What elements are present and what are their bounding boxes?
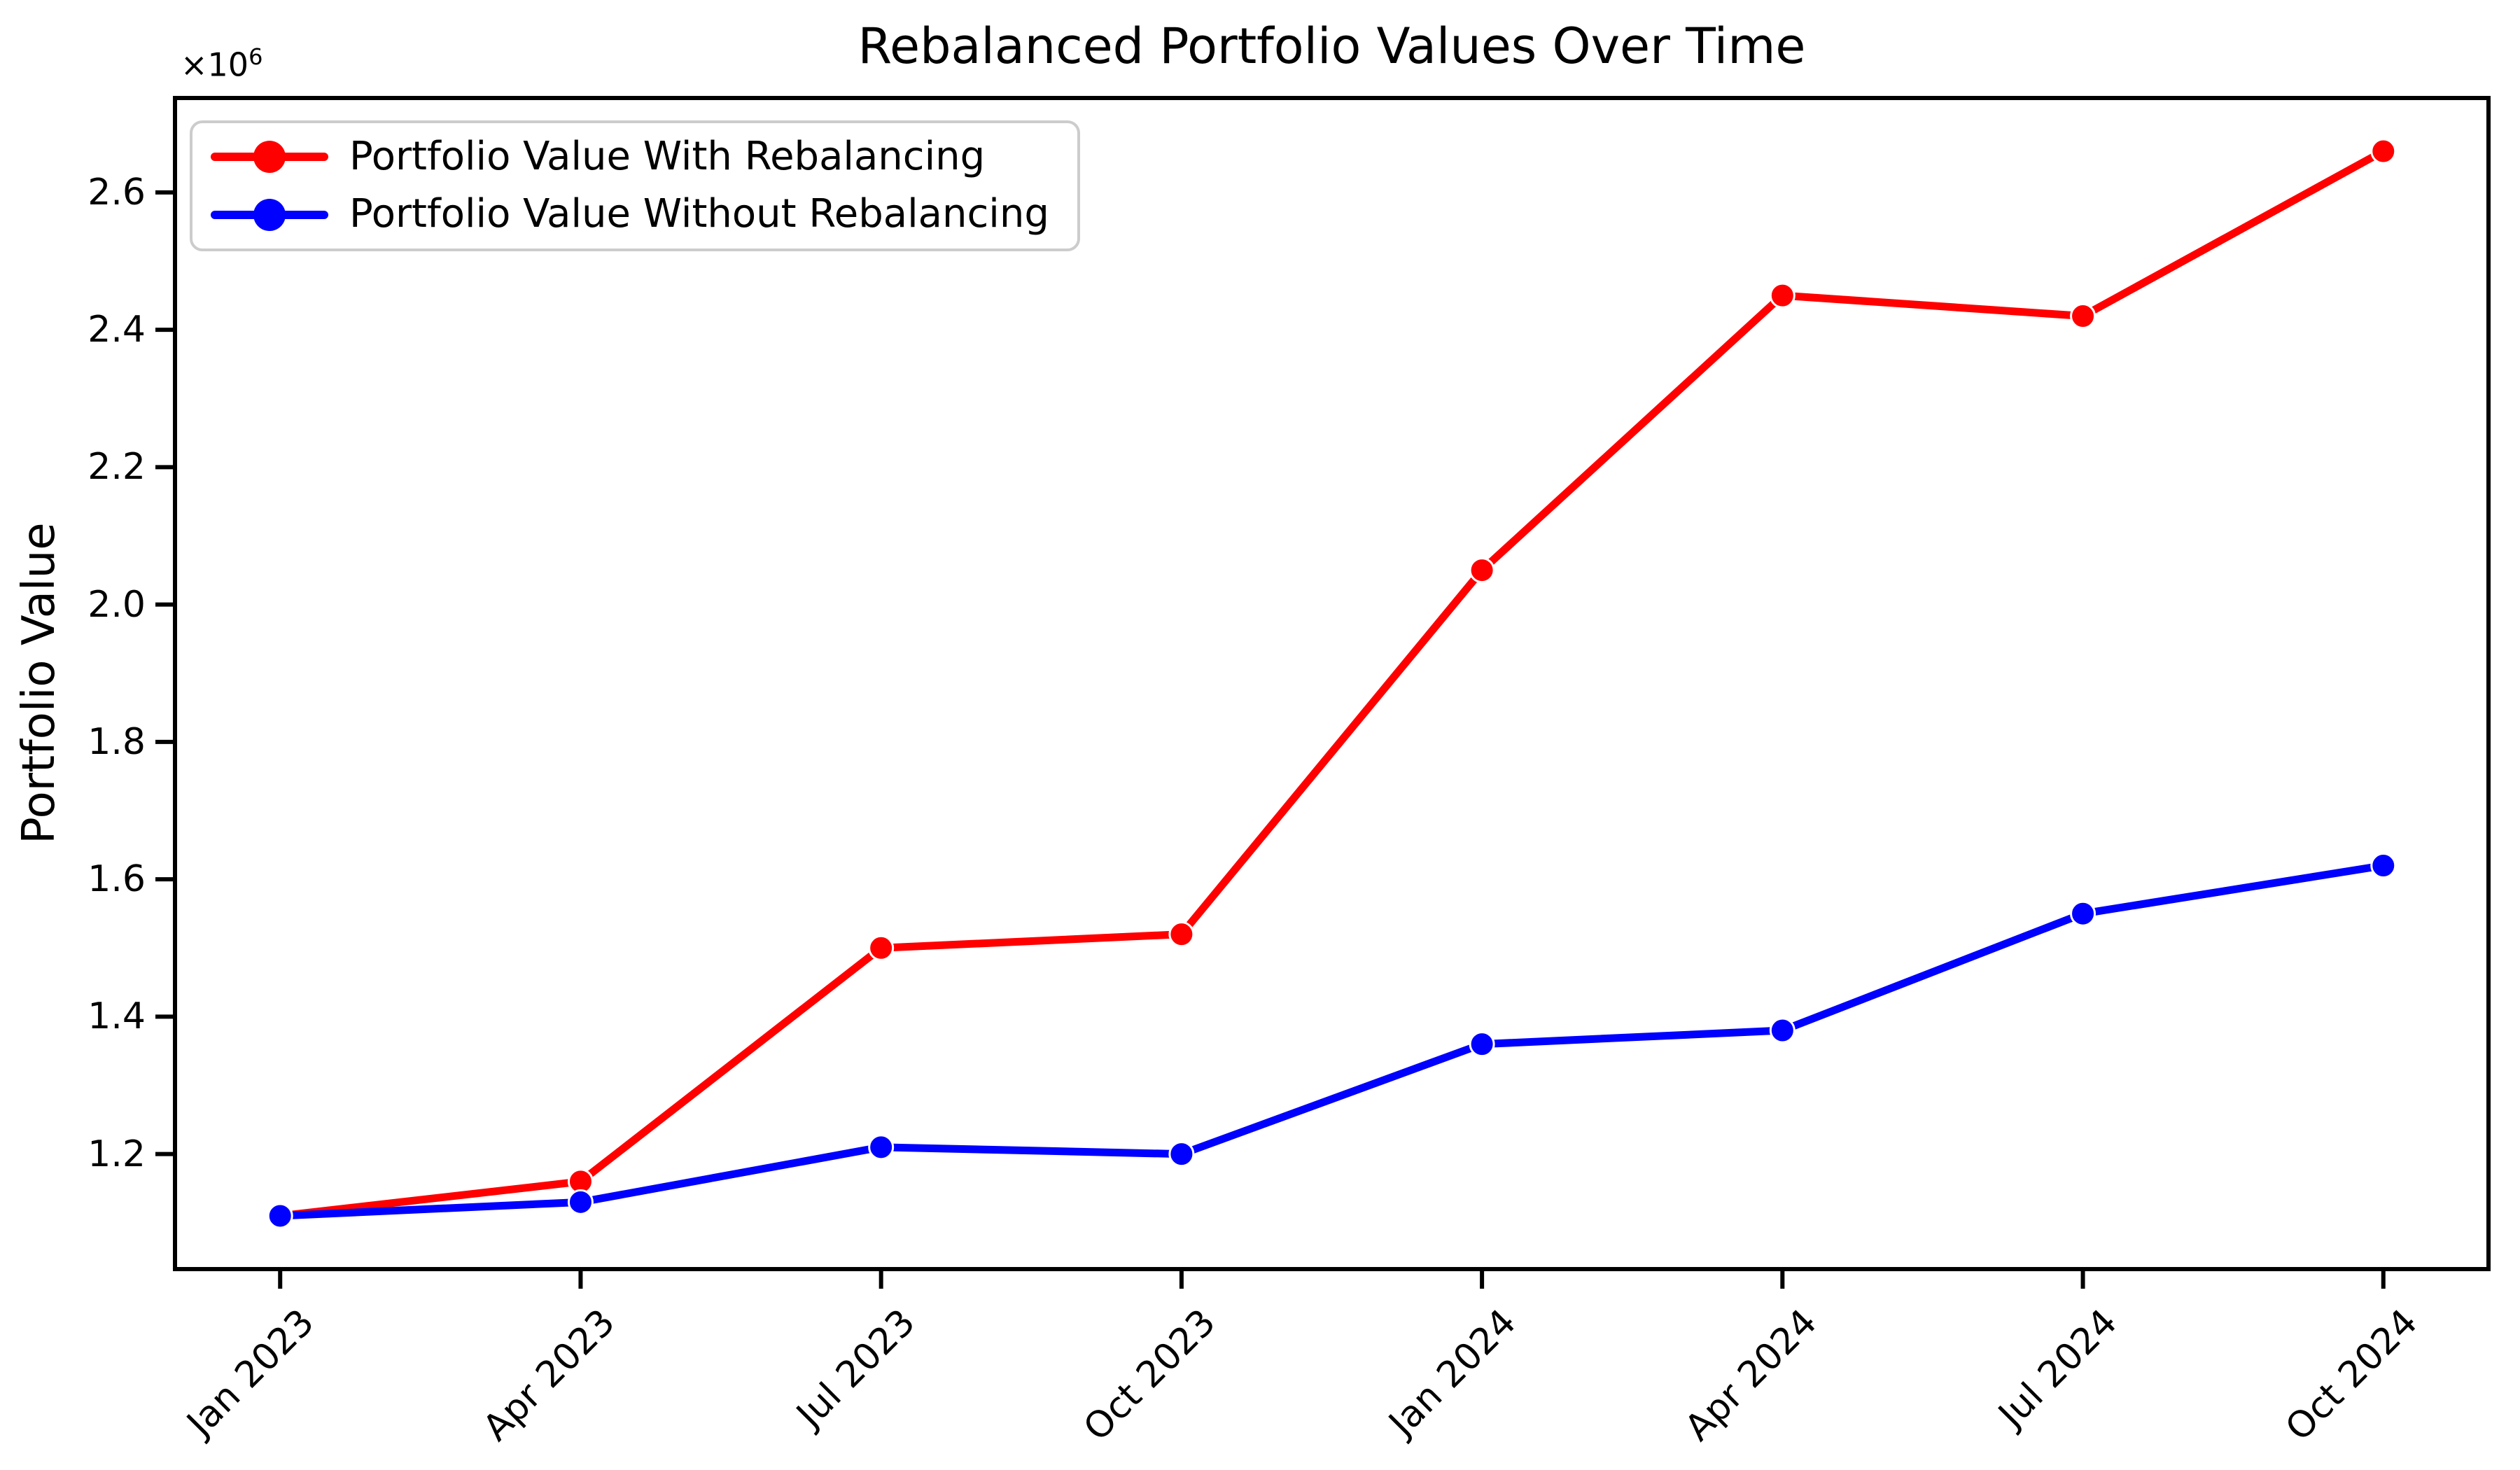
data-point-marker	[1168, 921, 1195, 948]
data-point-marker	[267, 1203, 293, 1229]
legend-label: Portfolio Value Without Rebalancing	[349, 191, 1049, 237]
data-point-marker	[2370, 138, 2397, 164]
y-tick-label: 2.4	[88, 309, 146, 351]
legend: Portfolio Value With Rebalancing Portfoli…	[190, 120, 1080, 251]
legend-label: Portfolio Value With Rebalancing	[349, 134, 986, 179]
offset-exponent: 6	[248, 43, 263, 70]
y-tick-label: 1.8	[88, 720, 146, 763]
y-tick-label: 1.4	[88, 995, 146, 1038]
y-axis-offset-text: ×106	[181, 43, 262, 83]
data-point-marker	[1168, 1141, 1195, 1168]
chart-title: Rebalanced Portfolio Values Over Time	[858, 18, 1806, 75]
data-point-marker	[1469, 557, 1495, 584]
data-point-marker	[2070, 303, 2096, 330]
data-point-marker	[1769, 282, 1795, 309]
y-axis-label: Portfolio Value	[13, 522, 65, 844]
series-line	[276, 862, 2388, 1220]
legend-item: Portfolio Value With Rebalancing	[211, 134, 1049, 179]
legend-sample	[211, 194, 328, 236]
series-line	[276, 147, 2388, 1220]
data-point-marker	[2070, 900, 2096, 927]
legend-item: Portfolio Value Without Rebalancing	[211, 191, 1049, 237]
data-point-marker	[2370, 853, 2397, 879]
legend-marker-icon	[253, 141, 286, 174]
y-tick-label: 2.6	[88, 171, 146, 214]
data-point-marker	[1469, 1031, 1495, 1058]
data-point-marker	[868, 934, 895, 961]
plot-spines	[173, 96, 2491, 1271]
data-point-marker	[1769, 1017, 1795, 1044]
data-point-marker	[567, 1189, 594, 1215]
legend-marker-icon	[253, 198, 286, 231]
y-tick-label: 1.6	[88, 858, 146, 901]
offset-base: ×10	[181, 46, 249, 84]
y-tick-label: 2.0	[88, 583, 146, 626]
legend-sample	[211, 136, 328, 178]
data-point-marker	[868, 1134, 895, 1161]
y-tick-label: 1.2	[88, 1133, 146, 1175]
y-tick-label: 2.2	[88, 446, 146, 489]
